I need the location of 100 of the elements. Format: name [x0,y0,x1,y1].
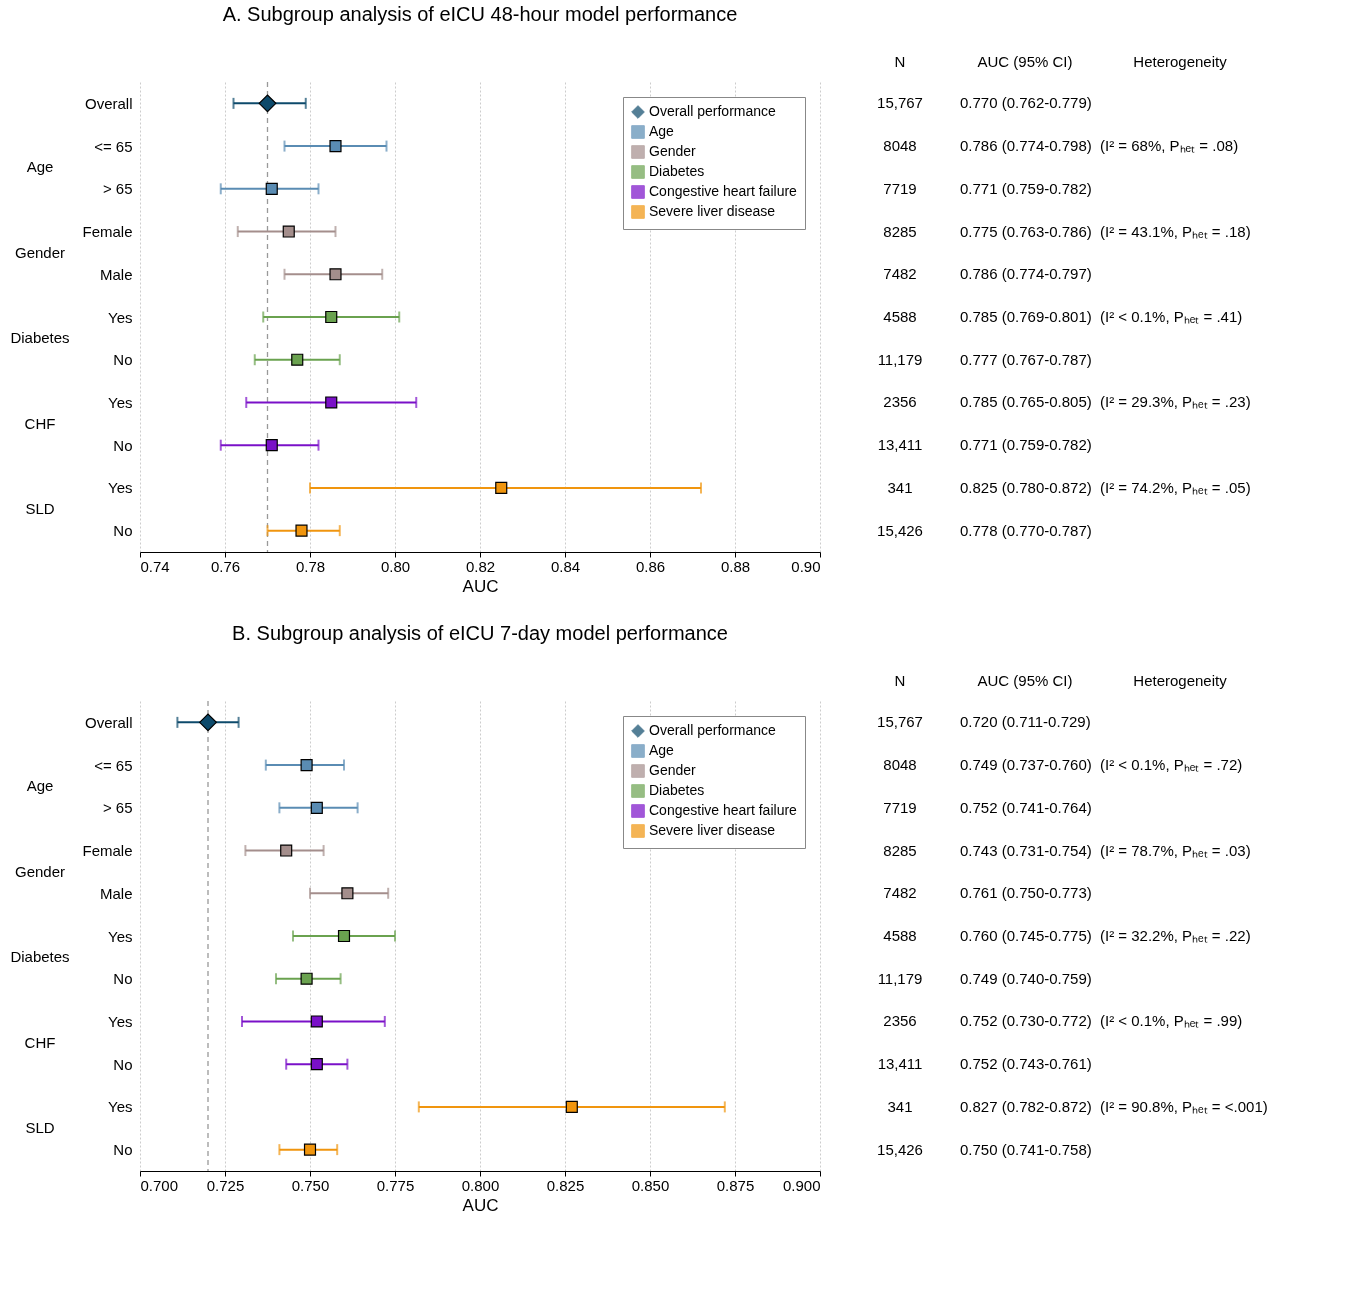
text: 0.720 (0.711-0.729) [960,713,1091,731]
text: CHF [24,1033,56,1051]
point [337,929,351,943]
text: Age [26,777,54,795]
text: 0.749 (0.740-0.759) [960,969,1092,987]
point [565,1100,578,1113]
point [329,140,342,153]
point [265,439,278,452]
y-tick-label: Male [99,265,133,283]
legend-label: Overall performance [649,103,777,119]
text: 0.749 (0.737-0.760) [960,756,1092,774]
text: 0.827 (0.782-0.872) [960,1097,1092,1115]
y-tick-label: Yes [108,479,133,497]
y-tick-label: No [113,970,133,988]
legend-label: Age [649,123,675,139]
y-tick-label: Yes [108,1012,133,1030]
y-tick-label: Yes [108,308,133,326]
point [300,972,313,985]
x-axis-title: AUC [462,1195,499,1215]
text: 7719 [883,179,917,197]
legend-label: Severe liver disease [649,203,776,219]
x-tick-label: 0.84 [550,557,581,575]
y-tick-label: No [113,1141,133,1159]
text: Heterogeneity [1133,672,1228,689]
text: Gender [14,243,66,261]
text: 2356 [883,1012,917,1030]
text: 15,767 [877,94,923,112]
y-tick-label: <= 65 [94,756,133,774]
text: 13,411 [877,436,923,454]
x-axis-title: AUC [462,576,499,596]
text: Heterogeneity [1133,53,1228,70]
x-tick-label: 0.825 [546,1176,585,1194]
text: 0.770 (0.762-0.779) [960,94,1092,112]
text: 15,426 [877,521,923,539]
text: N [894,53,906,70]
y-tick-label: <= 65 [94,137,133,155]
text: Diabetes [10,329,70,347]
text: (I² = 90.8%, Pₕₑₜ = <.001) [1100,1097,1268,1115]
point [199,713,217,732]
y-tick-label: Female [82,223,133,241]
x-tick-label: 0.775 [376,1176,415,1194]
text: 2356 [883,393,917,411]
text: (I² = 78.7%, Pₕₑₜ = .03) [1100,841,1251,859]
text: (I² < 0.1%, Pₕₑₜ = .41) [1100,308,1243,325]
point [282,225,295,238]
point [265,182,278,195]
legend-label: Gender [649,143,697,159]
text: 0.786 (0.774-0.797) [960,265,1092,283]
y-tick-label: Male [99,884,133,902]
x-tick-label: 0.90 [791,557,821,575]
x-tick-label: 0.725 [206,1176,245,1194]
point [303,1143,317,1156]
text: 0.750 (0.741-0.758) [960,1140,1092,1158]
point [341,887,354,900]
text: 8048 [883,137,917,155]
y-tick-label: No [113,351,133,369]
text: 341 [887,478,913,496]
text: 8285 [883,841,917,859]
legend-label: Severe liver disease [649,822,776,838]
x-tick-label: 0.76 [210,557,241,575]
point [495,481,508,494]
x-tick-label: 0.86 [635,557,666,575]
x-tick-label: 0.850 [631,1176,670,1194]
x-tick-label: 0.800 [461,1176,500,1194]
y-tick-label: Female [82,842,133,860]
y-tick-label: No [113,436,133,454]
text: (I² = 43.1%, Pₕₑₜ = .18) [1100,222,1251,240]
point [300,759,313,772]
text: 11,179 [877,350,923,368]
point [295,524,308,537]
text: 7719 [883,798,917,816]
text: 0.752 (0.741-0.764) [960,798,1092,816]
text: SLD [25,500,55,518]
x-tick-label: 0.80 [380,557,411,575]
y-tick-label: Yes [108,1098,133,1116]
point [291,353,304,366]
x-tick-label: 0.82 [465,557,496,575]
chart-title: A. Subgroup analysis of eICU 48-hour model performance [222,3,738,25]
text: 0.825 (0.780-0.872) [960,478,1092,496]
text: 0.760 (0.745-0.775) [960,927,1092,944]
text: AUC (95% CI) [977,53,1073,70]
text: Age [26,158,54,176]
text: 341 [887,1097,913,1115]
x-tick-label: 0.750 [291,1176,330,1194]
text: N [894,672,906,689]
y-tick-label: Overall [84,94,133,112]
text: 0.785 (0.769-0.801) [960,308,1092,325]
x-tick-label: 0.78 [295,557,326,575]
y-tick-label: Overall [84,713,133,731]
text: 7482 [883,265,917,283]
text: Gender [14,862,66,880]
text: 11,179 [877,969,923,987]
legend-label: Congestive heart failure [649,802,798,818]
point [258,94,277,113]
text: 0.786 (0.774-0.798) [960,137,1092,155]
text: 0.743 (0.731-0.754) [960,841,1092,859]
legend-label: Overall performance [649,722,777,738]
x-tick-label: 0.875 [716,1176,755,1194]
text: 4588 [883,927,917,944]
text: 15,767 [877,713,923,731]
